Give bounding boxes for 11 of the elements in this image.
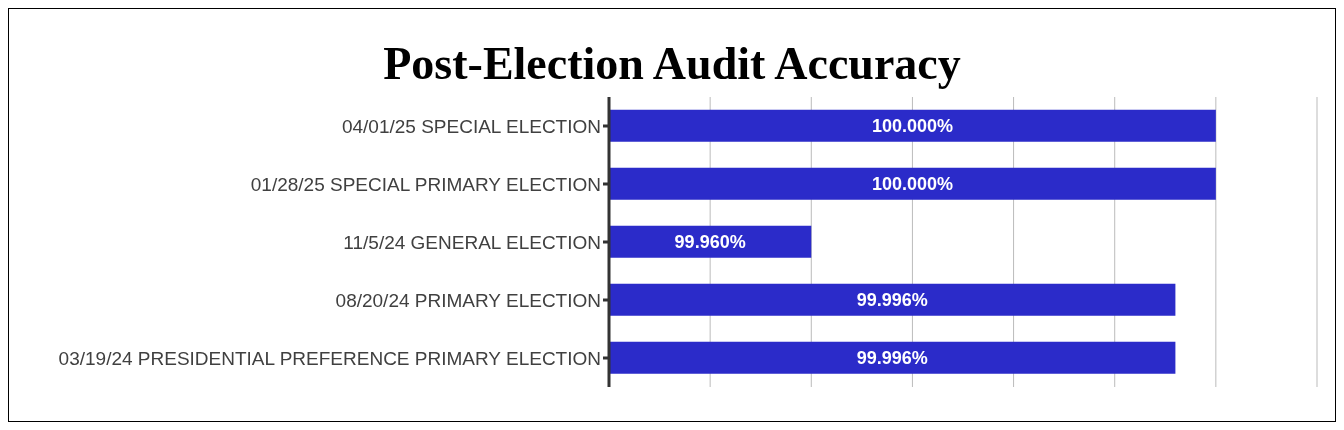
y-tick-label: 11/5/24 GENERAL ELECTION (343, 231, 601, 253)
data-label: 100.000% (871, 116, 953, 137)
data-label: 99.996% (856, 348, 928, 369)
y-tick-label: 08/20/24 PRIMARY ELECTION (335, 289, 601, 311)
y-tick-label: 01/28/25 SPECIAL PRIMARY ELECTION (250, 173, 601, 195)
y-tick-label: 04/01/25 SPECIAL ELECTION (341, 115, 601, 137)
data-label: 100.000% (871, 174, 953, 195)
data-label: 99.960% (674, 232, 746, 253)
chart-title: Post-Election Audit Accuracy (382, 37, 962, 91)
data-label: 99.996% (856, 290, 928, 311)
y-tick-label: 03/19/24 PRESIDENTIAL PREFERENCE PRIMARY ELECTION (58, 347, 601, 369)
